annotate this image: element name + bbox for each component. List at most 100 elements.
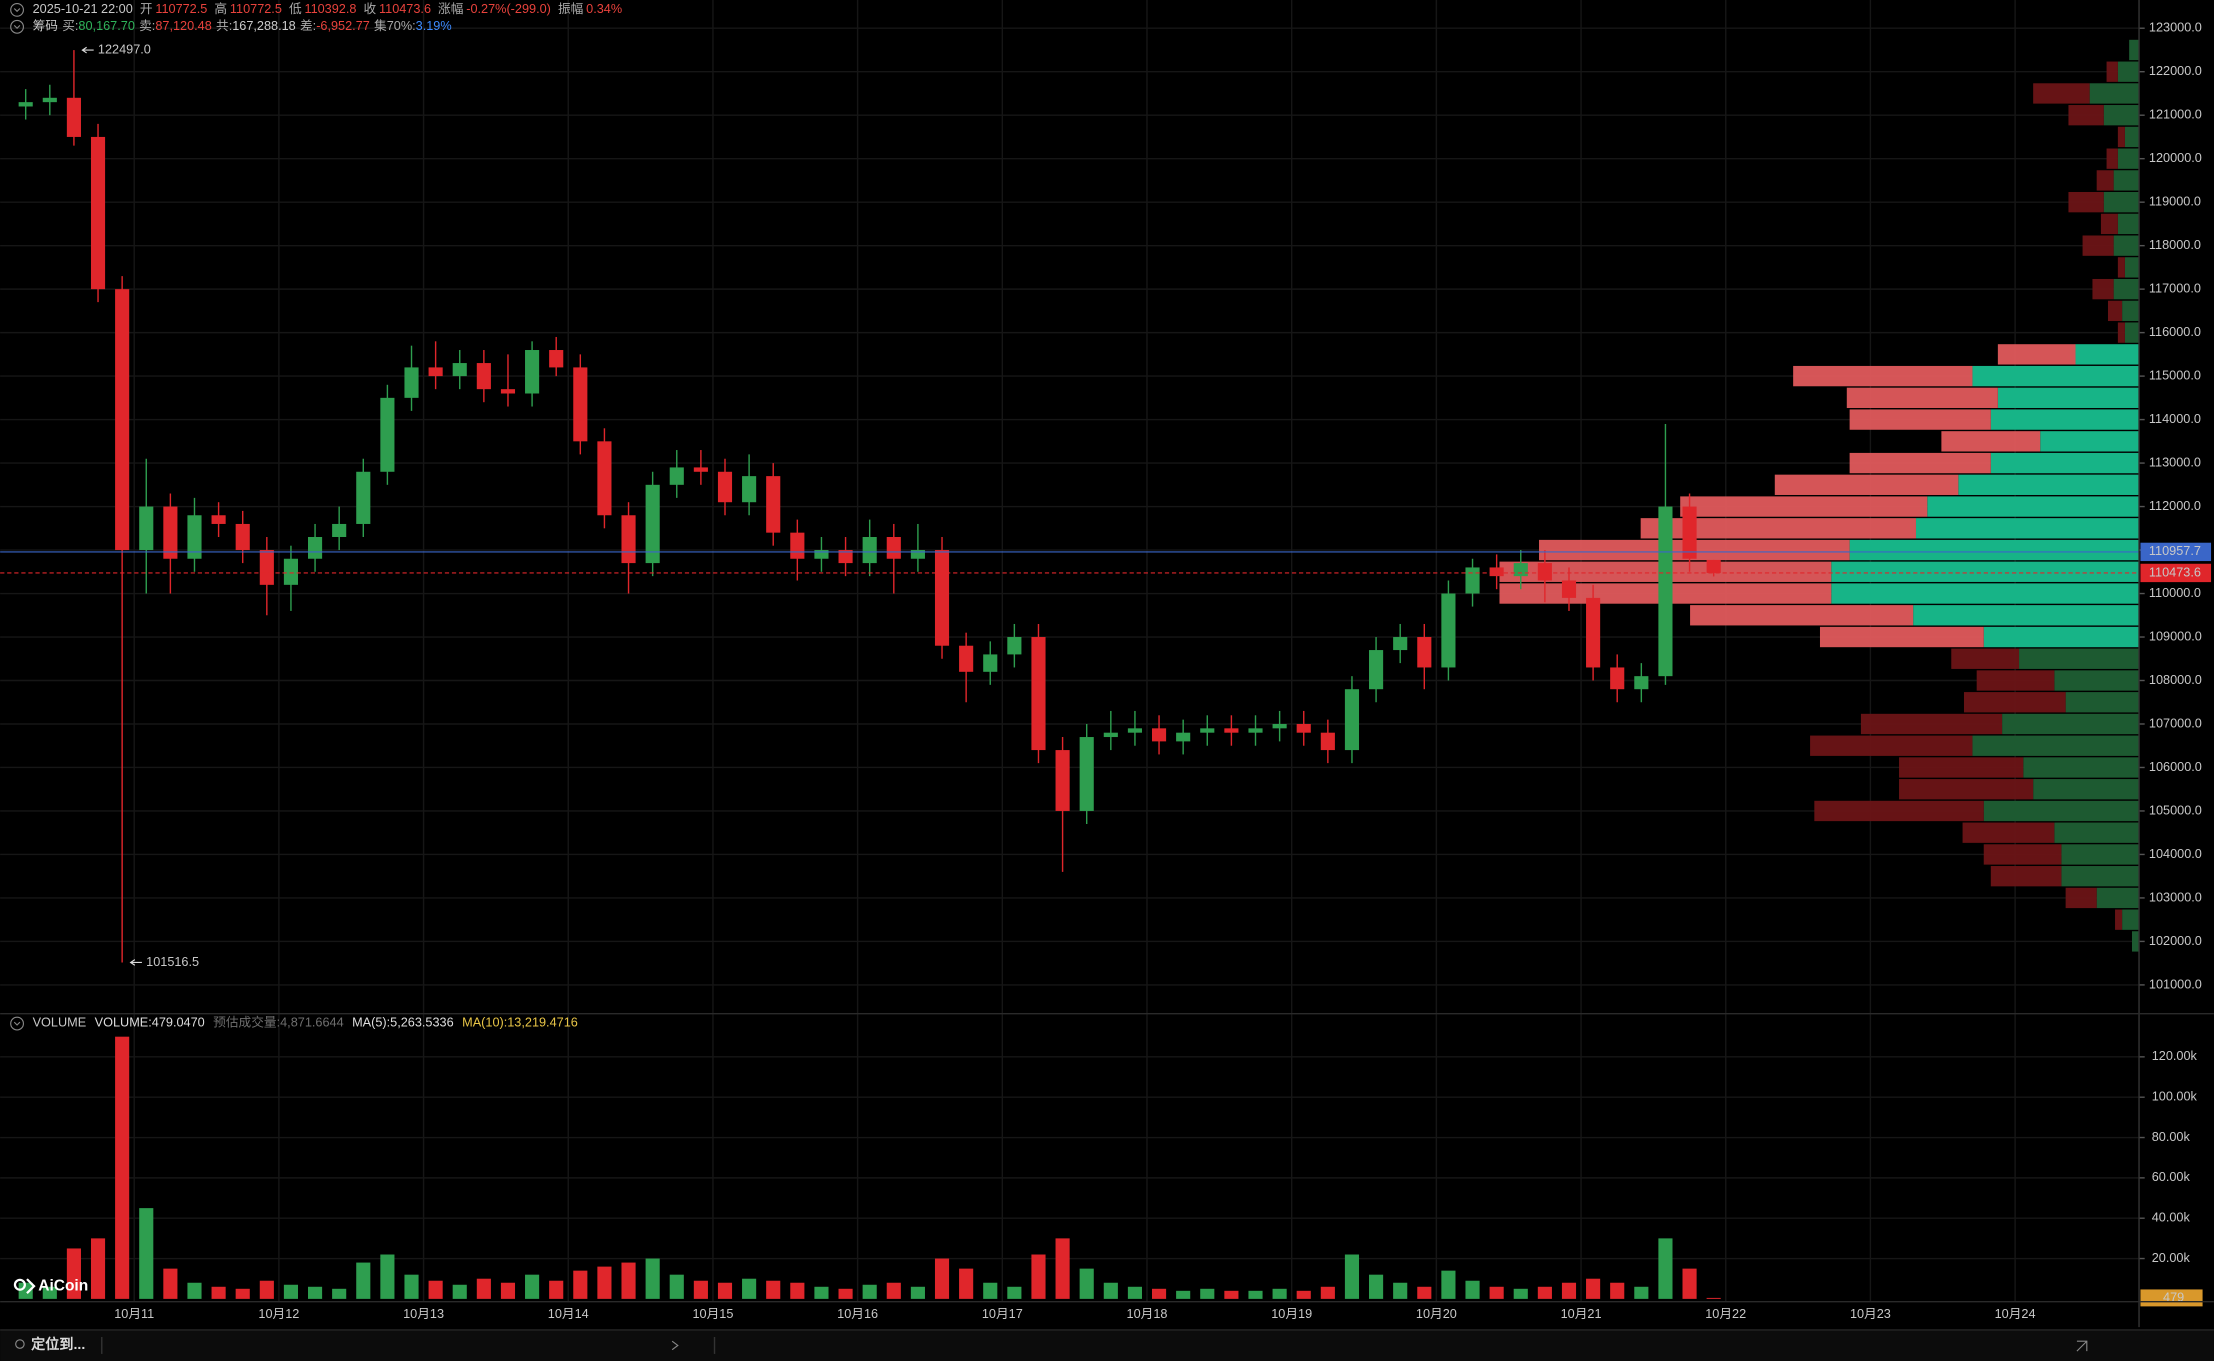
profile-sell [1860, 713, 2003, 735]
field-value: -0.27%(-299.0) [466, 2, 551, 16]
annotation-arrow [129, 959, 142, 966]
y-tick-label: 119000.0 [2149, 195, 2201, 209]
volume-bar [1561, 1282, 1577, 1299]
profile-sell [1846, 387, 1998, 409]
volume-bar [356, 1262, 371, 1299]
field-value: 167,288.18 [232, 19, 295, 33]
y-tick-label: 101000.0 [2149, 977, 2202, 991]
locate-pin [15, 1339, 25, 1349]
field-label: 高 [214, 1, 227, 16]
volume-bar [1369, 1274, 1384, 1299]
candle-body [862, 537, 877, 564]
volume-bar [814, 1286, 829, 1299]
volume-bar [500, 1282, 516, 1299]
candle-body [1634, 676, 1649, 690]
candle-body [549, 350, 564, 368]
y-tick-label: 110000.0 [2149, 586, 2201, 600]
profile-buy [2103, 105, 2140, 126]
profile-sell [2068, 191, 2104, 213]
profile-buy [2023, 757, 2140, 778]
profile-sell [1976, 670, 2055, 691]
volume-bar [838, 1288, 853, 1299]
profile-buy [1958, 474, 2140, 495]
volume-bar [1682, 1268, 1697, 1299]
candle-body [1103, 732, 1118, 738]
profile-buy [2096, 887, 2140, 909]
volume-bar [18, 1282, 33, 1299]
candle-body [766, 476, 781, 533]
volume-bar [766, 1280, 781, 1299]
profile-sell [2117, 257, 2125, 278]
profile-buy [1983, 626, 2140, 648]
candle-body [1079, 737, 1094, 811]
locate-button[interactable]: 定位到... [31, 1336, 85, 1352]
candle-body [1200, 728, 1215, 733]
volume-bar [1610, 1282, 1625, 1299]
candle-body [211, 515, 226, 524]
volume-bar [1272, 1288, 1287, 1299]
volume-bar [211, 1286, 226, 1299]
field-value: 80,167.70 [78, 19, 134, 33]
profile-buy [2033, 779, 2140, 800]
volume-bar [332, 1288, 347, 1299]
profile-sell [1983, 844, 2062, 865]
profile-sell [2106, 61, 2118, 82]
candle-body [1706, 559, 1721, 573]
candle-body [693, 467, 708, 472]
info-line: 筹码 买:80,167.70 卖:87,120.48 共:167,288.18 差:-6… [33, 18, 452, 33]
volume-title: VOLUME [33, 1016, 87, 1030]
profile-buy [2002, 713, 2140, 735]
volume-bar [1151, 1288, 1167, 1299]
profile-buy [1983, 800, 2140, 822]
profile-buy [1990, 409, 2140, 430]
candle-body [983, 654, 998, 672]
more-chevron[interactable] [671, 1340, 679, 1351]
collapse-icon[interactable] [10, 2, 24, 17]
candle-body [525, 350, 540, 394]
profile-sell [1774, 474, 1959, 495]
profile-buy [2131, 931, 2140, 952]
candle-body [959, 645, 974, 672]
profile-buy [2075, 344, 2140, 365]
profile-buy [2113, 278, 2140, 300]
logo-ring [13, 1278, 26, 1291]
y-tick-label: 108000.0 [2149, 673, 2202, 687]
candle-body [1320, 732, 1335, 751]
collapse-icon[interactable] [10, 1016, 24, 1031]
candle-body [163, 506, 178, 559]
info-line: VOLUME VOLUME:479.0470 预估成交量:4,871.6644 MA(… [33, 1015, 578, 1030]
field-value: 4,871.6644 [280, 1016, 344, 1030]
volume-bar [1007, 1286, 1022, 1299]
collapse-icons [10, 2, 2088, 1352]
candle-body [235, 523, 250, 551]
volume-bar [862, 1284, 877, 1299]
volume-bar [669, 1274, 684, 1299]
volume-bar [1465, 1280, 1480, 1299]
volume-bar [1200, 1288, 1215, 1299]
volume-bar [1489, 1286, 1504, 1299]
candle-body [1031, 637, 1046, 751]
candle-body [476, 363, 491, 390]
x-tick-label: 10月13 [403, 1307, 444, 1321]
profile-buy [1849, 539, 2140, 561]
y-tick-label: 20.00k [2152, 1251, 2191, 1265]
profile-buy [2124, 322, 2140, 343]
marks-layer [0, 50, 2140, 1299]
profile-sell [1819, 626, 1984, 648]
candle-body [283, 558, 299, 585]
logo-mark [13, 1278, 36, 1295]
profile-sell [1690, 605, 1914, 626]
volume-bar [187, 1282, 202, 1299]
field-value: 5,263.5336 [390, 1016, 454, 1030]
expand-icon[interactable] [2076, 1340, 2088, 1352]
profile-sell [1990, 866, 2062, 887]
y-tick-label: 40.00k [2152, 1211, 2191, 1225]
profile-sell [2092, 278, 2114, 300]
collapse-icon[interactable] [10, 19, 24, 34]
x-tick-label: 10月18 [1127, 1307, 1168, 1321]
candle-body [1610, 667, 1625, 690]
volume-bar [742, 1278, 757, 1299]
candle-body [573, 367, 588, 442]
volume-bar [380, 1254, 395, 1299]
volume-bar [1320, 1286, 1335, 1299]
